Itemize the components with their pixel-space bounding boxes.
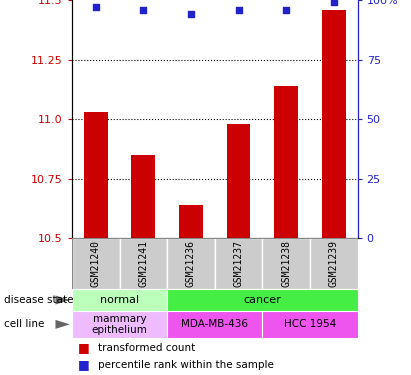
Text: MDA-MB-436: MDA-MB-436 — [181, 320, 248, 329]
Text: GSM21239: GSM21239 — [329, 240, 339, 287]
Point — [235, 6, 242, 12]
Polygon shape — [55, 296, 70, 304]
Text: GSM21238: GSM21238 — [281, 240, 291, 287]
Bar — [274, 86, 298, 238]
Bar — [262, 238, 310, 289]
Point — [140, 6, 147, 12]
Text: disease state: disease state — [4, 295, 74, 305]
Text: GSM21237: GSM21237 — [233, 240, 244, 287]
Bar — [72, 289, 167, 311]
Bar — [215, 238, 262, 289]
Text: normal: normal — [100, 295, 139, 305]
Polygon shape — [55, 320, 70, 329]
Text: cancer: cancer — [243, 295, 281, 305]
Text: transformed count: transformed count — [98, 343, 195, 353]
Bar — [72, 238, 120, 289]
Bar — [226, 124, 250, 238]
Text: cell line: cell line — [4, 320, 44, 329]
Bar — [84, 112, 108, 238]
Bar — [167, 289, 358, 311]
Point — [92, 4, 99, 10]
Bar — [167, 311, 262, 338]
Bar — [179, 205, 203, 238]
Text: ■: ■ — [78, 342, 89, 354]
Point — [330, 0, 337, 5]
Bar — [167, 238, 215, 289]
Text: GSM21240: GSM21240 — [91, 240, 101, 287]
Bar — [120, 238, 167, 289]
Text: GSM21236: GSM21236 — [186, 240, 196, 287]
Text: GSM21241: GSM21241 — [139, 240, 148, 287]
Bar — [132, 155, 155, 238]
Text: HCC 1954: HCC 1954 — [284, 320, 336, 329]
Bar — [322, 9, 346, 238]
Text: percentile rank within the sample: percentile rank within the sample — [98, 360, 273, 369]
Text: mammary
epithelium: mammary epithelium — [92, 314, 148, 335]
Bar — [72, 311, 167, 338]
Bar — [262, 311, 358, 338]
Point — [283, 6, 289, 12]
Bar — [310, 238, 358, 289]
Point — [188, 11, 194, 17]
Text: ■: ■ — [78, 358, 89, 371]
